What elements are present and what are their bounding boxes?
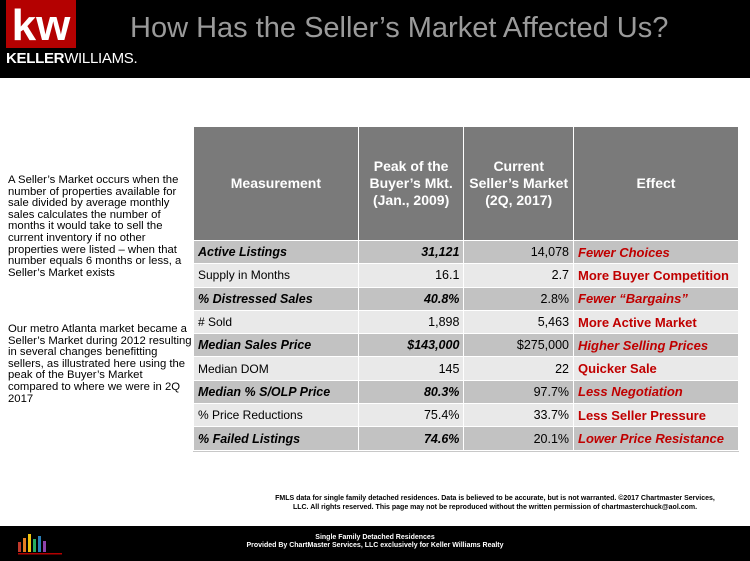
table-row: % Price Reductions 75.4% 33.7% Less Sell… (193, 403, 739, 428)
effect-cell: More Buyer Competition (573, 263, 739, 288)
brand-williams: WILLIAMS. (64, 50, 138, 67)
current-cell: 97.7% (463, 379, 575, 405)
measure-cell: % Distressed Sales (193, 286, 359, 311)
effect-cell: Lower Price Resistance (573, 426, 739, 451)
data-source-note: FMLS data for single family detached res… (260, 494, 730, 512)
brand-keller: KELLER (6, 50, 65, 67)
table-header-row: Measurement Peak of the Buyer’s Mkt. (Ja… (193, 126, 739, 241)
measure-cell: % Failed Listings (193, 426, 359, 451)
current-cell: 20.1% (463, 426, 575, 451)
chartmaster-logo-icon (18, 534, 62, 555)
table-row: Supply in Months 16.1 2.7 More Buyer Com… (193, 263, 739, 288)
current-cell: 5,463 (463, 309, 575, 335)
effect-cell: More Active Market (573, 309, 739, 335)
footer-line-1: Single Family Detached Residences (315, 534, 435, 541)
table-row: % Failed Listings 74.6% 20.1% Lower Pric… (193, 426, 739, 451)
kw-logo-letters: kw (12, 1, 71, 48)
page-title: How Has the Seller’s Market Affected Us? (130, 12, 669, 44)
table-row: Active Listings 31,121 14,078 Fewer Choi… (193, 239, 739, 265)
header-peak-buyers-market: Peak of the Buyer’s Mkt. (Jan., 2009) (357, 126, 465, 241)
measure-cell: Median DOM (193, 356, 359, 381)
note-line-2: LLC. All rights reserved. This page may … (292, 504, 698, 511)
table-row: Median Sales Price $143,000 $275,000 Hig… (193, 333, 739, 358)
current-cell: 2.7 (463, 263, 575, 288)
market-comparison-table: Measurement Peak of the Buyer’s Mkt. (Ja… (193, 126, 739, 452)
header-bar: kw KELLERWILLIAMS. How Has the Seller’s … (0, 0, 750, 78)
footer-line-2: Provided By ChartMaster Services, LLC ex… (246, 542, 504, 549)
measure-cell: % Price Reductions (193, 403, 359, 428)
kw-logo-icon: kw (6, 0, 76, 48)
measure-cell: Median Sales Price (193, 333, 359, 358)
sellers-market-definition: A Seller’s Market occurs when the number… (8, 174, 182, 279)
atlanta-market-summary: Our metro Atlanta market became a Seller… (8, 323, 192, 405)
peak-cell: 80.3% (357, 379, 465, 405)
effect-cell: Quicker Sale (573, 356, 739, 381)
table-row: % Distressed Sales 40.8% 2.8% Fewer “Bar… (193, 286, 739, 311)
effect-cell: Fewer Choices (573, 239, 739, 265)
peak-cell: 75.4% (357, 403, 465, 428)
note-line-1: FMLS data for single family detached res… (275, 495, 715, 502)
header-measurement: Measurement (193, 126, 359, 241)
table-row: # Sold 1,898 5,463 More Active Market (193, 309, 739, 335)
peak-cell: $143,000 (357, 333, 465, 358)
effect-cell: Fewer “Bargains” (573, 286, 739, 311)
header-effect: Effect (573, 126, 739, 241)
effect-cell: Higher Selling Prices (573, 333, 739, 358)
current-cell: $275,000 (463, 333, 575, 358)
peak-cell: 145 (357, 356, 465, 381)
footer-bar: Single Family Detached Residences Provid… (0, 526, 750, 561)
measure-cell: Supply in Months (193, 263, 359, 288)
peak-cell: 40.8% (357, 286, 465, 311)
header-current-sellers-market: Current Seller’s Market (2Q, 2017) (463, 126, 575, 241)
current-cell: 33.7% (463, 403, 575, 428)
current-cell: 22 (463, 356, 575, 381)
effect-cell: Less Seller Pressure (573, 403, 739, 428)
peak-cell: 1,898 (357, 309, 465, 335)
table-row: Median DOM 145 22 Quicker Sale (193, 356, 739, 381)
measure-cell: Median % S/OLP Price (193, 379, 359, 405)
peak-cell: 31,121 (357, 239, 465, 265)
brand-wordmark: KELLERWILLIAMS. (6, 50, 138, 67)
effect-cell: Less Negotiation (573, 379, 739, 405)
table-row: Median % S/OLP Price 80.3% 97.7% Less Ne… (193, 379, 739, 405)
measure-cell: # Sold (193, 309, 359, 335)
measure-cell: Active Listings (193, 239, 359, 265)
current-cell: 14,078 (463, 239, 575, 265)
peak-cell: 74.6% (357, 426, 465, 451)
current-cell: 2.8% (463, 286, 575, 311)
peak-cell: 16.1 (357, 263, 465, 288)
